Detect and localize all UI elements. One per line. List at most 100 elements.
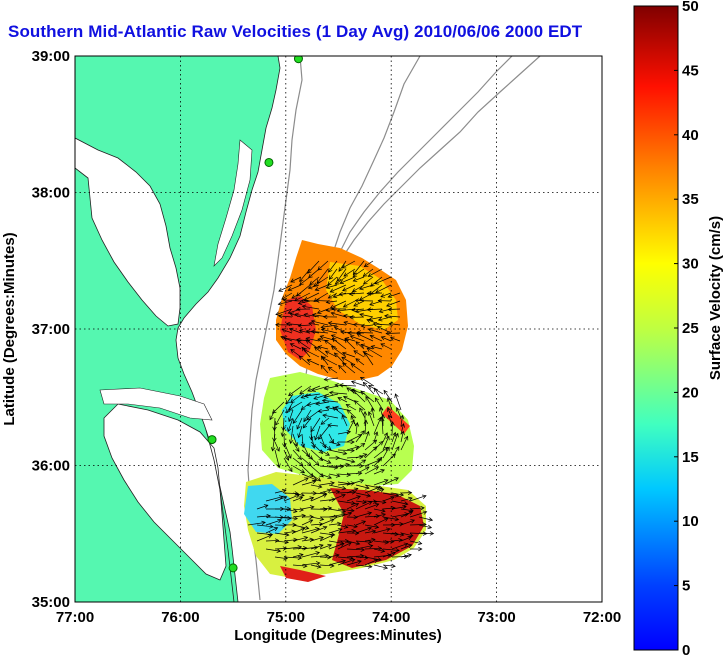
velocity-arrow [353,300,365,307]
velocity-arrowhead [282,297,288,303]
velocity-arrow [290,425,294,444]
velocity-arrow [344,338,356,350]
velocity-arrowhead [353,302,358,307]
velocity-arrowhead [286,506,292,512]
velocity-arrow [400,508,414,512]
velocity-arrow [288,308,302,314]
velocity-arrow [409,524,427,526]
velocity-arrowhead [297,323,303,328]
velocity-arrow [355,358,365,366]
velocity-arrowhead [359,463,364,469]
velocity-arrowhead [362,280,368,285]
velocity-arrowhead [342,287,347,292]
velocity-arrow [283,531,296,534]
velocity-arrow [283,508,298,512]
velocity-arrow [346,555,364,558]
velocity-arrowhead [374,524,380,529]
velocity-arrowhead [304,525,310,530]
velocity-arrowhead [321,356,326,361]
velocity-arrowhead [272,409,277,414]
velocity-arrowhead [366,291,371,296]
velocity-arrow [353,260,365,275]
velocity-arrow [292,477,309,486]
velocity-arrow [281,292,293,300]
velocity-arrow [256,532,273,536]
velocity-arrowhead [390,421,395,426]
velocity-arrow [278,300,293,305]
velocity-arrowhead [288,327,294,332]
velocity-arrowhead [395,407,401,412]
velocity-arrow [374,387,384,403]
velocity-arrow [382,507,396,510]
velocity-arrowhead [301,346,306,352]
velocity-arrow [367,292,383,294]
velocity-arrow [310,544,324,550]
velocity-arrow [373,528,390,534]
velocity-arrow [290,276,302,283]
velocity-arrowhead [366,347,372,352]
velocity-arrow [361,324,374,327]
velocity-arrowhead [354,445,360,450]
x-tick-label: 77:00 [56,609,94,626]
velocity-arrow [310,457,320,466]
velocity-arrow [343,396,357,403]
velocity-arrow [355,527,372,534]
velocity-arrow [391,432,396,443]
velocity-arrow [391,523,404,526]
velocity-arrow [321,328,338,334]
velocity-arrowhead [400,423,405,428]
velocity-arrowhead [303,417,308,423]
velocity-arrowhead [395,446,400,451]
velocity-arrow [301,562,320,566]
velocity-arrow [350,335,365,342]
velocity-arrowhead [350,448,355,453]
velocity-arrowhead [331,345,336,351]
velocity-arrowhead [362,453,368,458]
velocity-arrow [339,384,357,387]
velocity-arrow [328,523,341,526]
velocity-arrowhead [277,518,282,524]
velocity-arrow [256,534,272,542]
velocity-arrowhead [342,395,348,400]
velocity-arrow [310,536,324,542]
velocity-arrowhead [383,432,388,437]
velocity-arrowhead [337,527,343,533]
velocity-arrow [346,503,359,510]
velocity-arrow [328,513,346,518]
velocity-arrow [391,543,408,550]
velocity-arrow [369,284,383,295]
velocity-arrowhead [319,544,324,549]
velocity-arrowhead [367,539,373,545]
velocity-arrowhead [322,443,327,449]
velocity-arrowhead [314,286,320,291]
velocity-arrowhead [378,485,384,490]
velocity-arrowhead [386,407,392,412]
velocity-arrowhead [280,335,285,340]
velocity-arrowhead [285,532,290,537]
velocity-arrowhead [362,381,368,387]
velocity-arrowhead [282,443,287,448]
velocity-arrow [323,393,339,398]
velocity-arrowhead [317,337,322,342]
velocity-arrow [337,530,356,534]
velocity-arrow [346,419,355,435]
velocity-arrow [328,292,338,299]
station-markers [207,56,303,573]
velocity-arrowhead [285,399,291,405]
velocity-arrow [355,422,358,435]
velocity-arrowhead [356,495,361,500]
velocity-arrowhead [313,282,318,287]
velocity-arrow [310,526,327,534]
velocity-arrow [306,337,320,342]
velocity-arrowhead [385,527,391,532]
velocity-arrowhead [263,504,269,509]
velocity-arrowhead [404,435,409,441]
x-axis-label: Longitude (Degrees:Minutes) [234,627,442,644]
map-title: Southern Mid-Atlantic Raw Velocities (1 … [8,22,583,41]
velocity-arrowhead [370,407,375,413]
velocity-arrow [346,540,360,545]
velocity-arrow [298,425,303,438]
velocity-arrow [337,268,347,282]
velocity-arrowhead [307,285,313,290]
velocity-arrowhead [354,422,360,427]
